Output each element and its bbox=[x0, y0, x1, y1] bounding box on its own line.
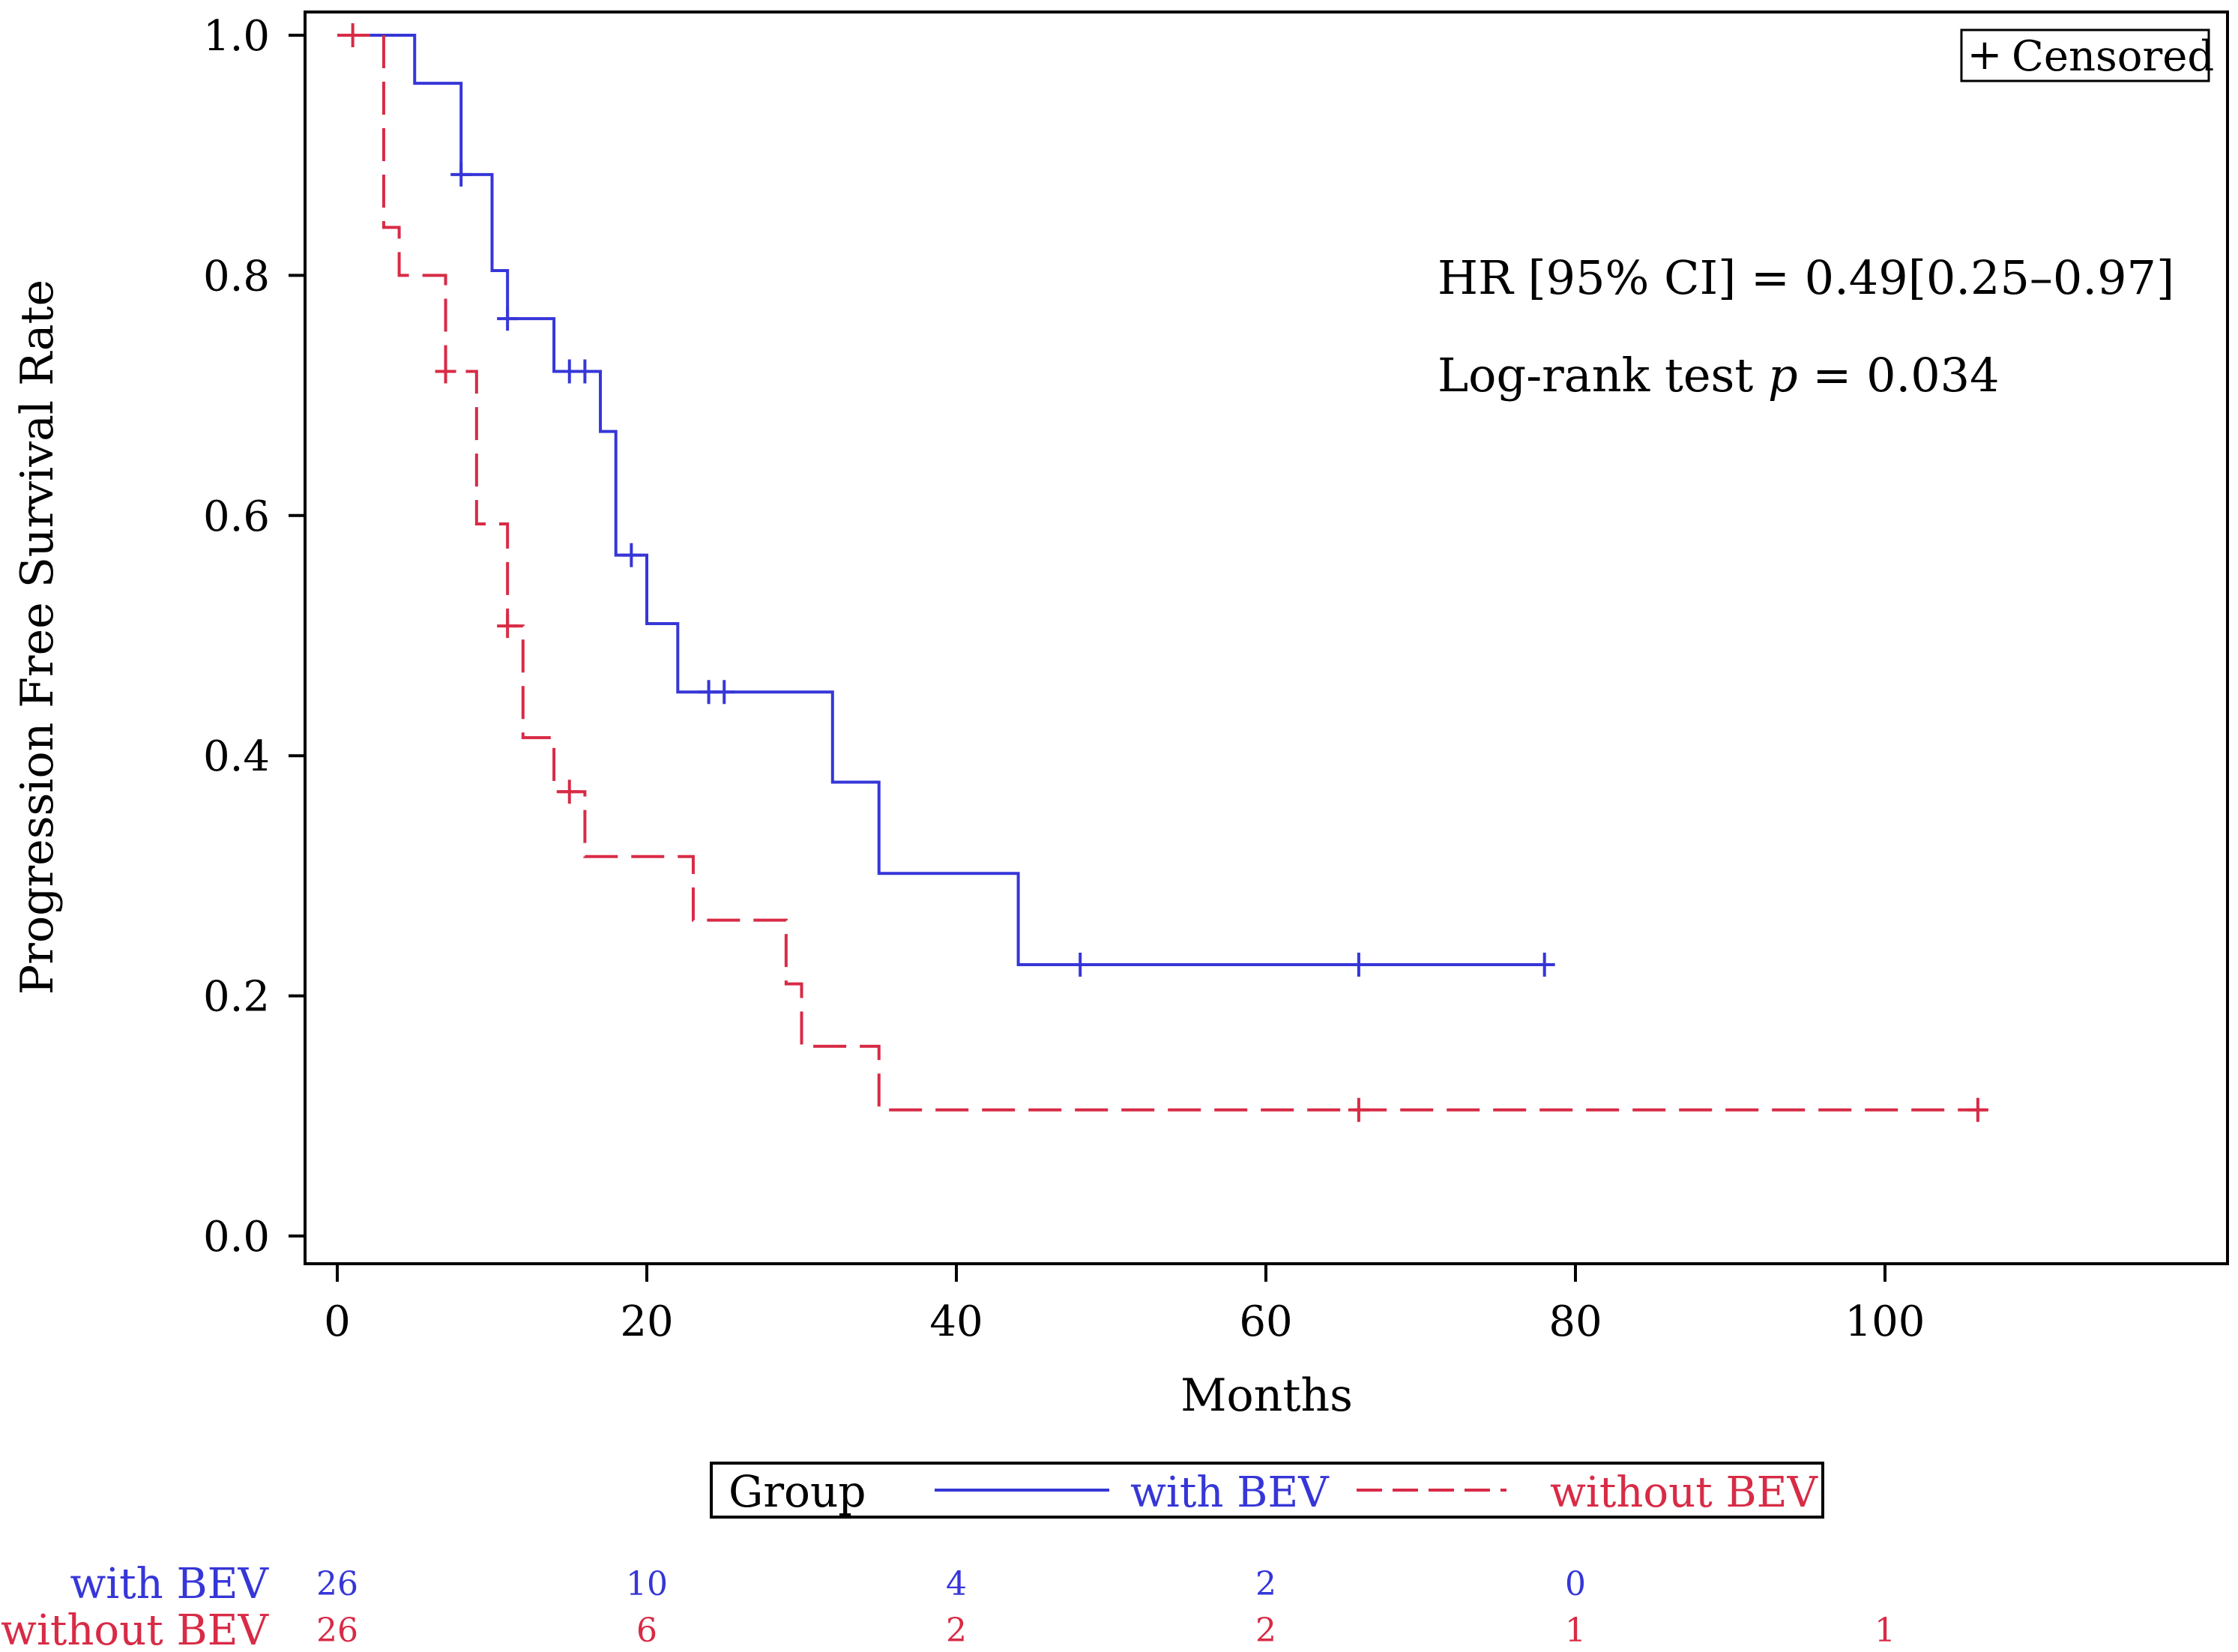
x-axis: 0 20 40 60 80 100 bbox=[324, 1264, 1925, 1346]
y-tick-label: 0.6 bbox=[203, 492, 270, 541]
y-axis: 0.0 0.2 0.4 0.6 0.8 1.0 bbox=[203, 12, 305, 1261]
censored-symbol: + bbox=[1967, 31, 2003, 79]
logrank-annotation: Log-rank test p = 0.034 bbox=[1438, 348, 2000, 403]
censored-legend-box bbox=[1960, 28, 2210, 82]
at-risk-count: 2 bbox=[1255, 1565, 1276, 1603]
x-tick-label: 40 bbox=[929, 1297, 983, 1346]
y-tick-label: 1.0 bbox=[203, 12, 270, 61]
censor-mark bbox=[1533, 952, 1555, 977]
at-risk-table: with BEV 26 10 4 2 0 without BEV 26 6 2 2 1 1 bbox=[1, 1560, 1895, 1652]
at-risk-row-label: with BEV bbox=[70, 1560, 269, 1609]
at-risk-count: 4 bbox=[946, 1565, 967, 1603]
censor-mark bbox=[497, 614, 519, 639]
plot-frame bbox=[304, 10, 2229, 1265]
series-layer bbox=[337, 23, 1988, 1122]
censor-mark bbox=[435, 359, 456, 384]
km-line-without-bev bbox=[337, 34, 1986, 1112]
censor-mark bbox=[714, 680, 735, 705]
y-tick-label: 0.2 bbox=[203, 973, 270, 1022]
censor-mark bbox=[574, 359, 596, 384]
censor-mark bbox=[621, 543, 642, 567]
at-risk-count: 10 bbox=[626, 1565, 668, 1603]
y-tick-label: 0.0 bbox=[203, 1213, 270, 1261]
y-axis-title: Progression Free Survival Rate bbox=[11, 280, 64, 995]
at-risk-count: 26 bbox=[316, 1565, 358, 1603]
censor-mark bbox=[1348, 952, 1369, 977]
y-tick-label: 0.8 bbox=[203, 252, 270, 301]
censor-mark bbox=[1967, 1097, 1988, 1122]
censor-mark bbox=[558, 780, 580, 804]
group-legend: Group with BEV without BEV bbox=[710, 1462, 1824, 1519]
at-risk-count: 6 bbox=[636, 1612, 657, 1650]
x-axis-title: Months bbox=[1180, 1369, 1353, 1422]
logrank-prefix: Log-rank test bbox=[1438, 348, 1768, 403]
x-tick-label: 0 bbox=[324, 1297, 351, 1346]
censor-mark bbox=[450, 162, 472, 187]
at-risk-count: 0 bbox=[1565, 1565, 1586, 1603]
logrank-suffix: = 0.034 bbox=[1798, 348, 2000, 403]
legend-label-with-bev: with BEV bbox=[1130, 1468, 1330, 1517]
x-tick-label: 60 bbox=[1239, 1297, 1292, 1346]
at-risk-count: 2 bbox=[946, 1612, 967, 1650]
logrank-p: p bbox=[1768, 348, 1798, 403]
at-risk-row-label: without BEV bbox=[1, 1606, 270, 1652]
y-tick-label: 0.4 bbox=[203, 732, 270, 781]
at-risk-count: 1 bbox=[1565, 1612, 1586, 1650]
legend-label-without-bev: without BEV bbox=[1550, 1468, 1819, 1517]
censored-label: Censored bbox=[2012, 32, 2214, 81]
censor-mark bbox=[497, 307, 519, 331]
x-tick-label: 100 bbox=[1845, 1297, 1925, 1346]
at-risk-count: 26 bbox=[316, 1612, 358, 1650]
km-line-with-bev bbox=[337, 34, 1553, 966]
censor-mark bbox=[342, 23, 364, 47]
at-risk-count: 2 bbox=[1255, 1612, 1276, 1650]
censor-mark bbox=[1348, 1097, 1369, 1122]
group-legend-box bbox=[710, 1462, 1824, 1519]
at-risk-count: 1 bbox=[1874, 1612, 1895, 1650]
x-tick-label: 20 bbox=[620, 1297, 673, 1346]
group-legend-title: Group bbox=[729, 1466, 866, 1517]
hr-annotation: HR [95% CI] = 0.49[0.25–0.97] bbox=[1438, 250, 2174, 305]
censor-mark bbox=[1070, 952, 1091, 977]
x-tick-label: 80 bbox=[1548, 1297, 1602, 1346]
censored-legend: + Censored bbox=[1960, 28, 2214, 82]
